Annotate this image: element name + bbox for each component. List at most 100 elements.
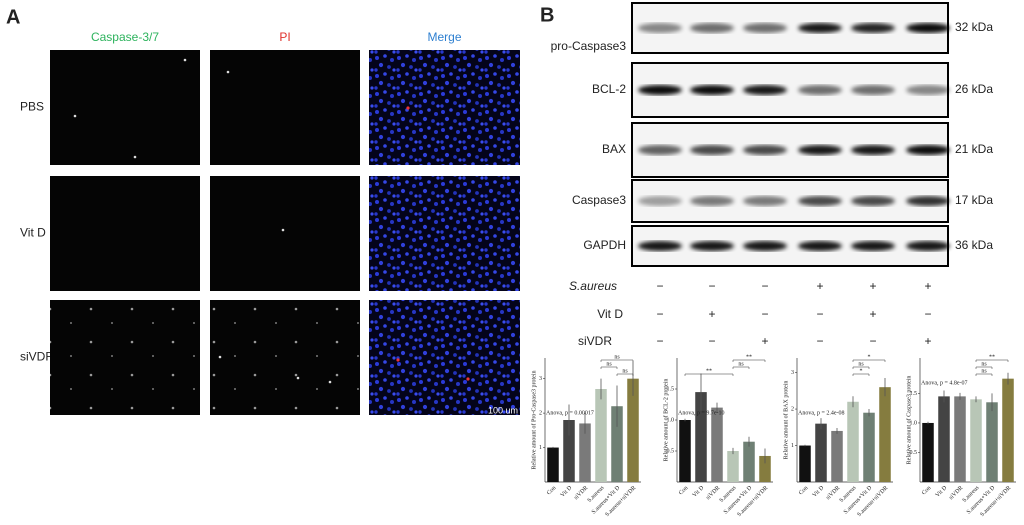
treatment-sign: − (816, 307, 823, 321)
band (851, 241, 895, 251)
bar (1002, 378, 1014, 482)
micrograph (210, 300, 360, 415)
cell-dot (133, 155, 137, 159)
significance-label: ns (622, 368, 628, 374)
band (798, 85, 842, 95)
significance-bracket (600, 366, 618, 369)
treatment-sign: + (924, 334, 931, 348)
significance-label: * (860, 368, 863, 374)
x-tick-label: Con (921, 485, 932, 496)
band (638, 23, 682, 33)
significance-label: * (868, 354, 871, 360)
bar (970, 399, 982, 482)
y-tick-label: 1 (791, 443, 794, 449)
x-tick-label: Vit D (692, 485, 706, 499)
bar (627, 378, 639, 482)
y-axis-label: Relative amount of BAX protein (782, 381, 789, 460)
micrograph (50, 300, 200, 415)
y-tick-label: 3 (539, 376, 542, 382)
treatment-sign: + (816, 279, 823, 293)
micrograph (369, 50, 520, 165)
significance-bracket (975, 366, 993, 369)
band (638, 241, 682, 251)
band (638, 196, 682, 206)
significance-label: ns (981, 368, 987, 374)
treatment-sign: − (816, 334, 823, 348)
band (798, 241, 842, 251)
band (743, 23, 787, 33)
cell-dot (396, 358, 400, 362)
band (851, 23, 895, 33)
y-axis-label: Relative amount of Caspase3 protein (905, 376, 912, 465)
micrograph (210, 176, 360, 291)
micrograph (369, 300, 520, 415)
row-label: PBS (20, 100, 44, 114)
treatment-sign: − (761, 307, 768, 321)
significance-bracket (975, 359, 1009, 362)
x-tick-label: S.aureus+siVDR (979, 485, 1012, 518)
significance-bracket (616, 373, 634, 376)
significance-label: ns (606, 361, 612, 367)
cell-dot (406, 106, 410, 110)
significance-bracket (732, 366, 750, 369)
anova-label: Anova, p = 9.7e-10 (678, 410, 725, 416)
x-tick-label: Con (546, 485, 557, 496)
column-header: PI (279, 30, 290, 44)
cell-dot (73, 114, 77, 118)
band (638, 85, 682, 95)
blot-label: BAX (602, 142, 626, 156)
bar (579, 423, 591, 482)
x-tick-label: S.aureus+siVDR (736, 485, 769, 518)
bar (695, 392, 707, 482)
anova-label: Anova, p = 2.4e-08 (798, 410, 845, 416)
bar (727, 451, 739, 482)
micrograph (369, 176, 520, 291)
blot-label: GAPDH (583, 238, 626, 252)
treatment-sign: − (869, 334, 876, 348)
band (743, 145, 787, 155)
band (851, 85, 895, 95)
band (906, 23, 950, 33)
blot-size: 32 kDa (955, 20, 993, 34)
y-tick-label: 3 (791, 370, 794, 376)
micrograph (50, 50, 200, 165)
treatment-sign: + (869, 307, 876, 321)
significance-bracket (600, 359, 634, 362)
treatment-sign: − (708, 279, 715, 293)
band (638, 145, 682, 155)
cell-dot (328, 380, 332, 384)
treatment-sign: − (761, 279, 768, 293)
scale-label: 100 um (488, 405, 518, 415)
band (690, 241, 734, 251)
treatment-sign: − (656, 307, 663, 321)
significance-label: ns (614, 354, 620, 360)
significance-label: ns (981, 361, 987, 367)
significance-label: ns (738, 361, 744, 367)
band (743, 85, 787, 95)
bar (922, 422, 934, 482)
treatment-sign: + (924, 279, 931, 293)
anova-label: Anova, p = 4.8e-07 (921, 380, 968, 386)
treatment-sign: − (924, 307, 931, 321)
cell-dot (218, 355, 222, 359)
bar (799, 445, 811, 482)
bar (879, 387, 891, 482)
blot-size: 21 kDa (955, 142, 993, 156)
y-tick-label: 2 (791, 406, 794, 412)
blot (631, 62, 949, 118)
band (906, 241, 950, 251)
panel-label: A (6, 6, 20, 28)
bar (863, 412, 875, 482)
band (851, 196, 895, 206)
bar (611, 406, 623, 482)
band (851, 145, 895, 155)
cell-dot (183, 58, 187, 62)
treatment-sign: + (869, 279, 876, 293)
y-tick-label: 1.0 (910, 420, 918, 426)
y-axis-label: Relative amount of BCL-2 protein (662, 379, 669, 462)
bar (831, 430, 843, 482)
blot-size: 36 kDa (955, 238, 993, 252)
band (690, 85, 734, 95)
significance-label: ** (989, 354, 995, 360)
